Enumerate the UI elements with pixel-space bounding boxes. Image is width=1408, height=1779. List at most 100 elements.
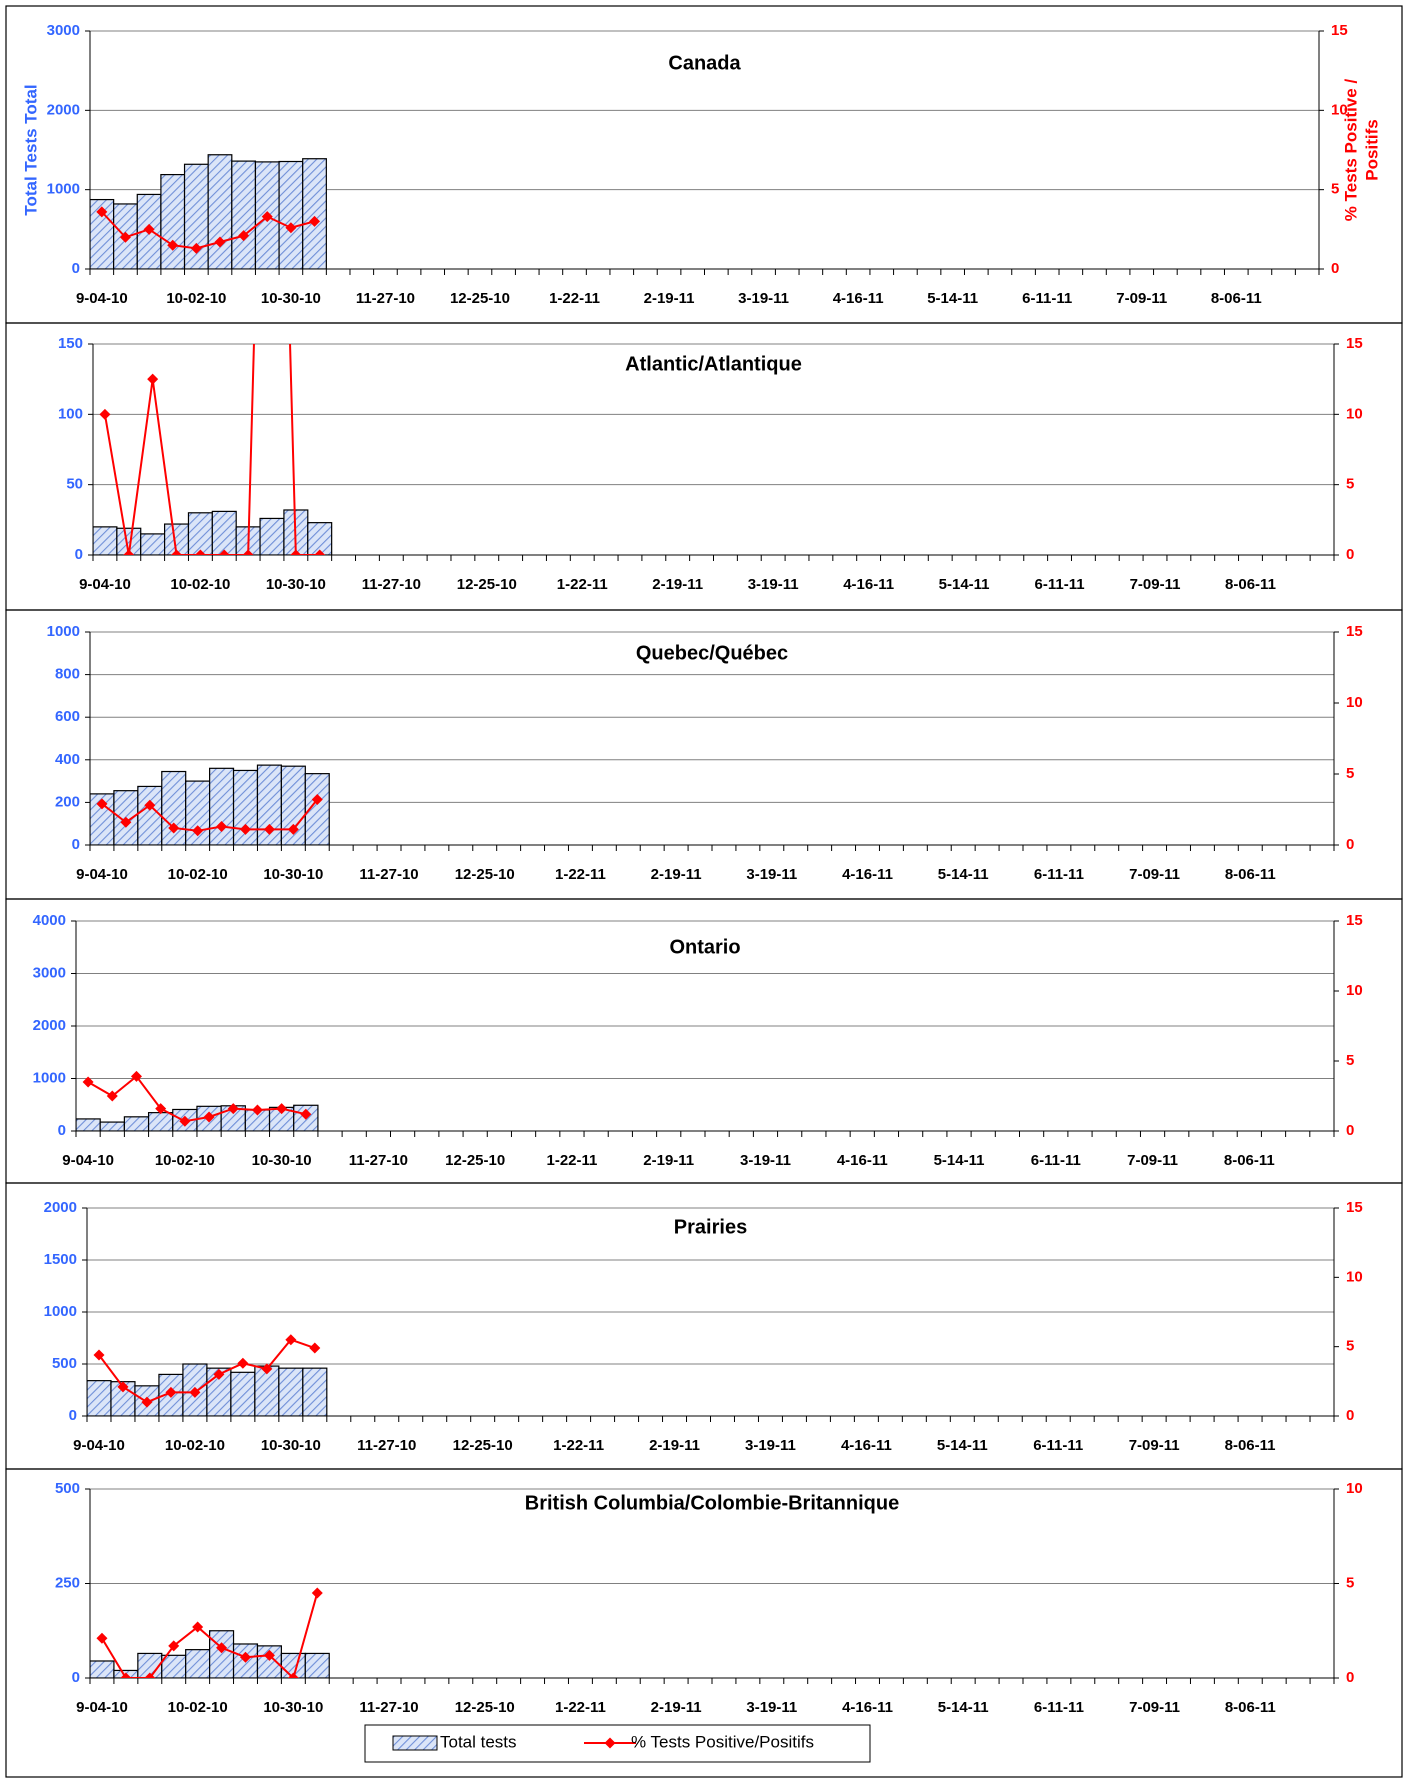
y-tick-label: 3000	[47, 22, 80, 39]
y2-tick-label: 10	[1346, 982, 1363, 999]
x-tick-label: 5-14-11	[938, 866, 989, 883]
line-marker	[287, 823, 299, 835]
y-tick-label: 600	[55, 708, 80, 725]
line-marker	[168, 822, 180, 834]
y-tick-label: 1500	[44, 1251, 77, 1268]
x-tick-label: 1-22-11	[555, 866, 606, 883]
x-tick-label: 10-30-10	[252, 1152, 312, 1169]
line-marker	[237, 1357, 249, 1369]
y-tick-label: 150	[58, 335, 83, 352]
y-tick-label: 250	[55, 1574, 80, 1591]
bar	[278, 160, 304, 269]
x-tick-label: 10-30-10	[263, 866, 323, 883]
y2-tick-label: 0	[1346, 1407, 1354, 1424]
y2-tick-label: 15	[1346, 1199, 1363, 1216]
x-tick-label: 11-27-10	[362, 576, 421, 593]
x-tick-label: 12-25-10	[457, 576, 517, 593]
line-marker	[190, 242, 202, 254]
bar	[93, 526, 118, 555]
x-tick-label: 10-02-10	[165, 1437, 225, 1454]
x-tick-label: 6-11-11	[1033, 1437, 1083, 1454]
legend-label: Total tests	[440, 1732, 517, 1751]
x-tick-label: 8-06-11	[1225, 1699, 1276, 1716]
line-marker	[165, 1386, 177, 1398]
line	[101, 1592, 319, 1678]
y2-tick-label: 0	[1346, 1669, 1354, 1686]
plot-area	[90, 1587, 330, 1678]
line-marker	[194, 549, 206, 555]
line-marker	[171, 549, 183, 555]
x-tick-label: 11-27-10	[356, 290, 415, 307]
line-marker	[285, 222, 297, 234]
plot-area	[76, 1070, 319, 1131]
y2-tick-label: 0	[1331, 260, 1339, 277]
y2-tick-label: 15	[1346, 335, 1363, 352]
x-tick-label: 7-09-11	[1116, 290, 1167, 307]
x-tick-label: 9-04-10	[76, 290, 128, 307]
y2-tick-label: 15	[1331, 22, 1348, 39]
bar	[185, 1649, 211, 1678]
x-tick-label: 1-22-11	[547, 1152, 598, 1169]
line-marker	[99, 408, 111, 420]
chart-title: Quebec/Québec	[636, 642, 788, 664]
line-marker	[314, 549, 326, 555]
y-axis-title: Total Tests Total	[21, 84, 40, 215]
x-tick-label: 2-19-11	[652, 576, 703, 593]
line-marker	[106, 1090, 118, 1102]
x-tick-label: 6-11-11	[1034, 866, 1084, 883]
line-marker	[96, 798, 108, 810]
y2-tick-label: 10	[1346, 405, 1363, 422]
x-tick-label: 2-19-11	[644, 290, 695, 307]
x-tick-label: 7-09-11	[1129, 1437, 1180, 1454]
chart-title: British Columbia/Colombie-Britannique	[525, 1492, 899, 1514]
x-tick-label: 12-25-10	[450, 290, 510, 307]
bar	[123, 1116, 150, 1131]
x-tick-label: 7-09-11	[1129, 866, 1180, 883]
line-marker	[227, 1103, 239, 1115]
x-tick-label: 2-19-11	[651, 1699, 702, 1716]
y2-tick-label: 10	[1346, 694, 1363, 711]
y-tick-label: 50	[66, 476, 83, 493]
line-marker	[240, 823, 251, 835]
x-tick-label: 11-27-10	[357, 1437, 416, 1454]
y2-tick-label: 5	[1346, 1052, 1354, 1069]
plot-area	[90, 154, 327, 269]
line	[101, 798, 319, 832]
line-marker	[311, 794, 323, 806]
bar	[307, 522, 333, 555]
line-marker	[242, 549, 254, 555]
x-tick-label: 10-30-10	[261, 290, 321, 307]
line-marker	[214, 236, 226, 248]
y2-tick-label: 5	[1346, 765, 1354, 782]
line-marker	[144, 1672, 156, 1678]
bar	[209, 1630, 235, 1678]
line-marker	[144, 799, 156, 811]
y2-tick-label: 5	[1346, 476, 1354, 493]
line-marker	[189, 1386, 201, 1398]
bar	[302, 1367, 328, 1416]
chart-title: Ontario	[669, 936, 740, 958]
y-tick-label: 2000	[44, 1199, 77, 1216]
y2-tick-label: 10	[1346, 1268, 1363, 1285]
bar	[259, 517, 285, 555]
bar	[87, 1380, 112, 1416]
x-tick-label: 7-09-11	[1127, 1152, 1178, 1169]
chart-title: Prairies	[674, 1216, 747, 1238]
y-tick-label: 0	[69, 1407, 77, 1424]
line-marker	[192, 825, 204, 837]
x-tick-label: 11-27-10	[359, 1699, 418, 1716]
bar	[231, 160, 257, 269]
x-tick-label: 7-09-11	[1129, 1699, 1180, 1716]
x-tick-label: 12-25-10	[455, 1699, 515, 1716]
y-tick-label: 0	[75, 546, 83, 563]
line-marker	[261, 1363, 273, 1375]
x-tick-label: 8-06-11	[1211, 290, 1262, 307]
x-tick-label: 12-25-10	[453, 1437, 513, 1454]
legend-label: % Tests Positive/Positifs	[631, 1732, 814, 1751]
line-marker	[216, 821, 228, 833]
y2-tick-label: 0	[1346, 546, 1354, 563]
line-marker	[290, 549, 302, 555]
line-marker	[261, 211, 273, 223]
x-tick-label: 4-16-11	[842, 1699, 893, 1716]
